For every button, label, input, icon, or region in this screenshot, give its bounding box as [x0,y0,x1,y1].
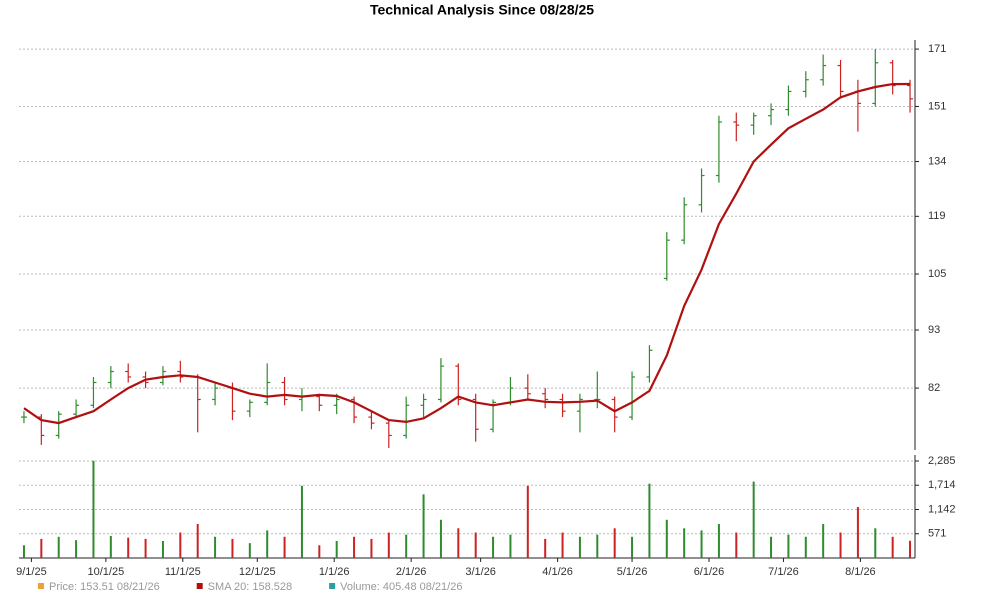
volume-bar [822,524,825,558]
y-tick-label: 134 [928,155,946,167]
volume-bar [144,538,147,558]
x-tick-label: 4/1/26 [542,566,573,578]
y-tick-label: 105 [928,268,946,280]
y-tick-label: 2,285 [928,455,956,467]
volume-bar [353,536,356,558]
legend-label: SMA 20: 158.528 [208,581,292,593]
volume-bar [40,538,43,558]
volume-bar [370,538,373,558]
volume-bar [648,483,651,558]
volume-bar [457,528,460,558]
x-tick-label: 12/1/25 [239,566,276,578]
volume-bar [613,528,616,558]
volume-bar [300,485,303,558]
y-tick-label: 1,142 [928,503,956,515]
y-tick-label: 93 [928,324,940,336]
volume-bar [509,534,512,558]
x-tick-label: 5/1/26 [617,566,648,578]
volume-bar [422,494,425,558]
volume-bar [92,460,95,558]
volume-bar [561,532,564,558]
x-tick-label: 6/1/26 [694,566,725,578]
volume-bar [804,536,807,558]
y-tick-label: 171 [928,43,946,55]
volume-bar [231,538,234,558]
x-tick-label: 9/1/25 [16,566,47,578]
x-tick-label: 11/1/25 [165,566,201,578]
volume-bar [161,541,164,558]
x-tick-label: 3/1/26 [465,566,496,578]
sma-line [23,82,911,425]
volume-bar [266,530,269,558]
y-tick-label: 571 [928,528,946,540]
volume-bar [578,536,581,558]
volume-bar [22,545,25,558]
volume-bar [248,543,251,558]
volume-bar [839,532,842,558]
volume-bar [474,532,477,558]
volume-bar [283,536,286,558]
volume-bar [596,534,599,558]
volume-bar [526,485,529,558]
x-tick-label: 7/1/26 [768,566,799,578]
x-tick-label: 2/1/26 [396,566,427,578]
volume-bar [856,507,859,558]
legend-swatch [329,583,336,589]
volume-bar [335,541,338,558]
y-tick-label: 151 [928,100,946,112]
volume-bar [700,530,703,558]
legend-label: Volume: 405.48 08/21/26 [340,581,462,593]
legend-label: Price: 153.51 08/21/26 [49,581,160,593]
volume-bar [439,519,442,558]
volume-bar [196,524,199,558]
volume-bar [57,536,60,558]
y-tick-label: 119 [928,210,946,222]
volume-bar [179,532,182,558]
volume-bar [665,519,668,558]
x-tick-label: 8/1/26 [845,566,876,578]
volume-bar [874,528,877,558]
x-tick-label: 1/1/26 [319,566,350,578]
legend-swatch [38,583,44,589]
volume-bar [405,534,408,558]
volume-bar [752,481,755,558]
volume-bar [735,532,738,558]
volume-bar [787,534,790,558]
y-tick-label: 82 [928,382,940,394]
volume-bar [127,537,130,558]
volume-bar [214,536,217,558]
chart-title: Technical Analysis Since 08/28/25 [370,2,594,18]
legend-swatch [196,583,203,589]
volume-bar [683,528,686,558]
volume-bar [909,540,912,558]
volume-bar [75,540,78,558]
volume-bar [318,545,321,558]
volume-bar [631,536,634,558]
volume-bar [492,536,495,558]
x-tick-label: 10/1/25 [88,566,125,578]
volume-bar [544,538,547,558]
volume-bar [717,524,720,558]
volume-bar [109,535,112,558]
volume-bar [891,536,894,558]
y-tick-label: 1,714 [928,479,956,491]
volume-bar [387,532,390,558]
volume-bar [770,536,773,558]
